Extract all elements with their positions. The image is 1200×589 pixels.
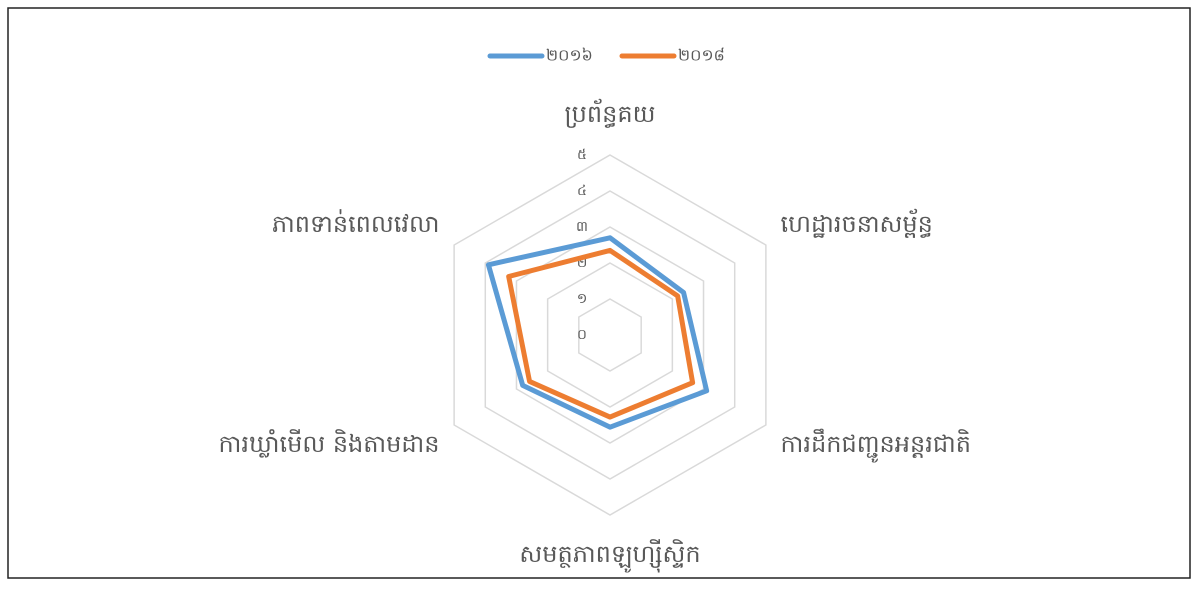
series-line: [506, 247, 696, 420]
grid-ring: [453, 154, 767, 516]
chart-border: [7, 7, 1191, 579]
tick-label: ៤: [577, 183, 587, 199]
tick-label: ០: [577, 327, 587, 343]
tick-label: ១: [577, 291, 588, 307]
axis-label: ហេដ្ឋារចនាសម្ព័ន្ធ: [781, 208, 933, 238]
grid-ring: [578, 298, 642, 372]
tick-label: ៣: [576, 219, 588, 235]
grid-ring: [484, 190, 736, 480]
legend-label: ២០១៨: [678, 46, 725, 65]
axis-label: សមត្ថភាពឡូហ្ស៊ីស្ទិក: [519, 539, 700, 573]
axis-label: ភាពទាន់ពេលវេលា: [272, 209, 440, 238]
axis-label: ការឃ្លាំមើល និងតាមដាន: [219, 429, 440, 458]
legend-label: ២០១៦: [546, 46, 593, 65]
tick-label: ៥: [577, 147, 587, 163]
axis-label: ប្រព័ន្ធគយ: [565, 98, 656, 128]
grid-ring: [515, 226, 705, 444]
grid-ring: [546, 262, 674, 408]
tick-label: ២: [577, 255, 588, 271]
series-line: [485, 235, 710, 430]
axis-label: ការដឹកជញ្ជូនអន្តរជាតិ: [781, 428, 971, 463]
